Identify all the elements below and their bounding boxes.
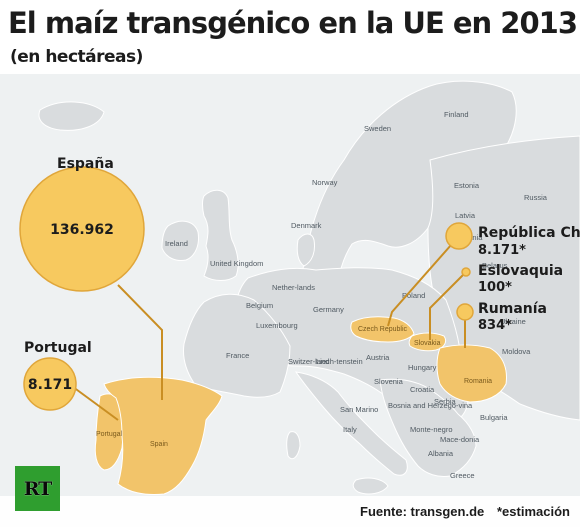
label-latvia: Latvia [455,211,476,220]
label-finland: Finland [444,110,469,119]
label-russia: Russia [524,193,548,202]
rt-logo-text: RT [23,477,53,500]
label-serbia: Serbia [434,397,457,406]
leader-portugal [68,383,119,421]
highlight-labels: Czech Republic Slovakia Romania Portugal… [96,326,492,448]
label-moldova: Moldova [502,347,531,356]
leader-republica-checa [387,235,460,327]
land-france [183,293,291,398]
source-credit: Fuente: transgen.de [360,504,485,519]
label-spain: Spain [150,441,168,448]
label-estonia: Estonia [454,181,480,190]
label-portugal: Portugal [96,431,123,438]
label-sweden: Sweden [364,124,391,133]
callout-value-republica-checa: 8.171* [478,243,526,258]
label-bosnia: Bosnia and Herzego-vina [388,401,473,410]
label-austria: Austria [366,353,390,362]
callout-name-rumania: Rumanía [478,301,547,317]
label-bulgaria: Bulgaria [480,413,508,422]
label-belgium: Belgium [246,301,273,310]
callout-value-espana: 136.962 [50,222,114,238]
label-ukraine: Ukraine [500,317,526,326]
label-netherlands: Nether-lands [272,283,315,292]
leader-lines [68,235,467,421]
label-italy: Italy [343,425,357,434]
label-ireland: Ireland [165,239,188,248]
callout-value-eslovaquia: 100* [478,280,512,295]
bubble-eslovaquia [461,267,471,277]
land-iceland [38,101,105,131]
label-croatia: Croatia [410,385,435,394]
label-montenegro: Monte-negro [410,425,453,434]
land-balkans [379,378,477,477]
land-sardinia [286,431,301,460]
label-france: France [226,351,249,360]
estimate-note: *estimación [497,504,570,519]
land-sicily [352,477,389,495]
label-poland: Poland [402,291,425,300]
footer-bar [0,496,580,527]
leader-eslovaquia [429,271,467,340]
page-title: El maíz transgénico en la UE en 2013 [8,6,578,40]
label-belarus: Belarus [482,261,508,270]
bubble-portugal [23,357,77,411]
label-czech-republic: Czech Republic [358,326,408,333]
country-spain-shape [103,376,223,495]
label-germany: Germany [313,305,344,314]
label-united-kingdom: United Kingdom [210,259,263,268]
label-luxembourg: Luxembourg [256,321,298,330]
land-denmark [296,233,315,267]
page-subtitle: (en hectáreas) [10,47,143,67]
label-san-marino: San Marino [340,405,378,414]
europe-map: Finland Sweden Norway Estonia Latvia Den… [0,74,580,527]
country-slovakia-shape [408,332,447,352]
callout-name-portugal: Portugal [24,340,92,356]
callout-name-eslovaquia: Eslovaquia [478,263,563,279]
land-italy [294,371,408,476]
label-greece: Greece [450,471,475,480]
leader-espana [117,284,163,400]
callout-value-rumania: 834* [478,318,512,333]
label-romania: Romania [464,378,492,385]
land-uk [202,189,239,281]
land-ireland [161,220,199,261]
bubble-republica-checa [445,222,473,250]
label-hungary: Hungary [408,363,437,372]
rt-logo: RT [15,466,60,511]
label-norway: Norway [312,178,338,187]
label-denmark: Denmark [291,221,322,230]
bubble-rumania [456,303,474,321]
country-romania-shape [436,344,507,403]
label-macedonia: Mace-donia [440,435,480,444]
callout-name-espana: España [57,156,114,172]
bubble-espana [19,166,145,292]
callout-value-portugal: 8.171 [28,377,72,393]
label-slovenia: Slovenia [374,377,404,386]
label-slovakia: Slovakia [414,340,441,347]
label-liechtenstein: Liech-tenstein [316,357,363,366]
label-switzerland: Switzer-land [288,357,329,366]
label-albania: Albania [428,449,454,458]
callout-name-republica-checa: República Checa [478,225,580,241]
